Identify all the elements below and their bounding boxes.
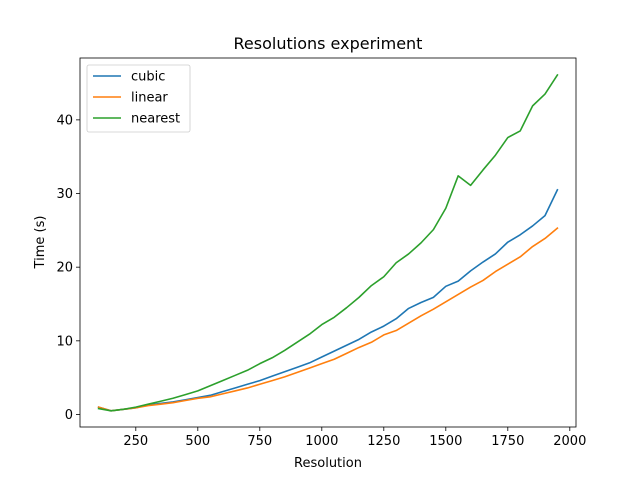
x-tick-label: 250 xyxy=(123,434,148,449)
legend-label-nearest: nearest xyxy=(131,112,180,127)
x-tick-label: 750 xyxy=(247,434,272,449)
legend-label-linear: linear xyxy=(131,91,168,106)
x-tick-label: 1250 xyxy=(367,434,400,449)
legend-label-cubic: cubic xyxy=(131,70,165,85)
x-axis-label: Resolution xyxy=(294,456,362,471)
x-tick-label: 500 xyxy=(185,434,210,449)
legend: cubic linear nearest xyxy=(86,64,191,133)
plot-frame xyxy=(79,57,577,428)
x-axis-ticks: 250 500 750 1000 1250 1500 1750 2000 xyxy=(123,427,586,449)
x-tick-label: 1500 xyxy=(429,434,462,449)
y-tick-label: 30 xyxy=(56,187,73,202)
y-tick-label: 10 xyxy=(56,334,73,349)
legend-box xyxy=(86,64,191,133)
x-tick-label: 2000 xyxy=(553,434,586,449)
series-line-nearest xyxy=(97,73,559,412)
y-tick-label: 20 xyxy=(56,261,73,276)
series-layer xyxy=(97,73,559,412)
x-tick-label: 1750 xyxy=(491,434,524,449)
chart-title: Resolutions experiment xyxy=(234,34,423,53)
series-line-linear xyxy=(97,227,559,412)
x-tick-label: 1000 xyxy=(305,434,338,449)
y-axis-ticks: 0 10 20 30 40 xyxy=(56,113,80,423)
y-tick-label: 40 xyxy=(56,113,73,128)
y-axis-label: Time (s) xyxy=(33,216,48,270)
y-tick-label: 0 xyxy=(65,408,73,423)
